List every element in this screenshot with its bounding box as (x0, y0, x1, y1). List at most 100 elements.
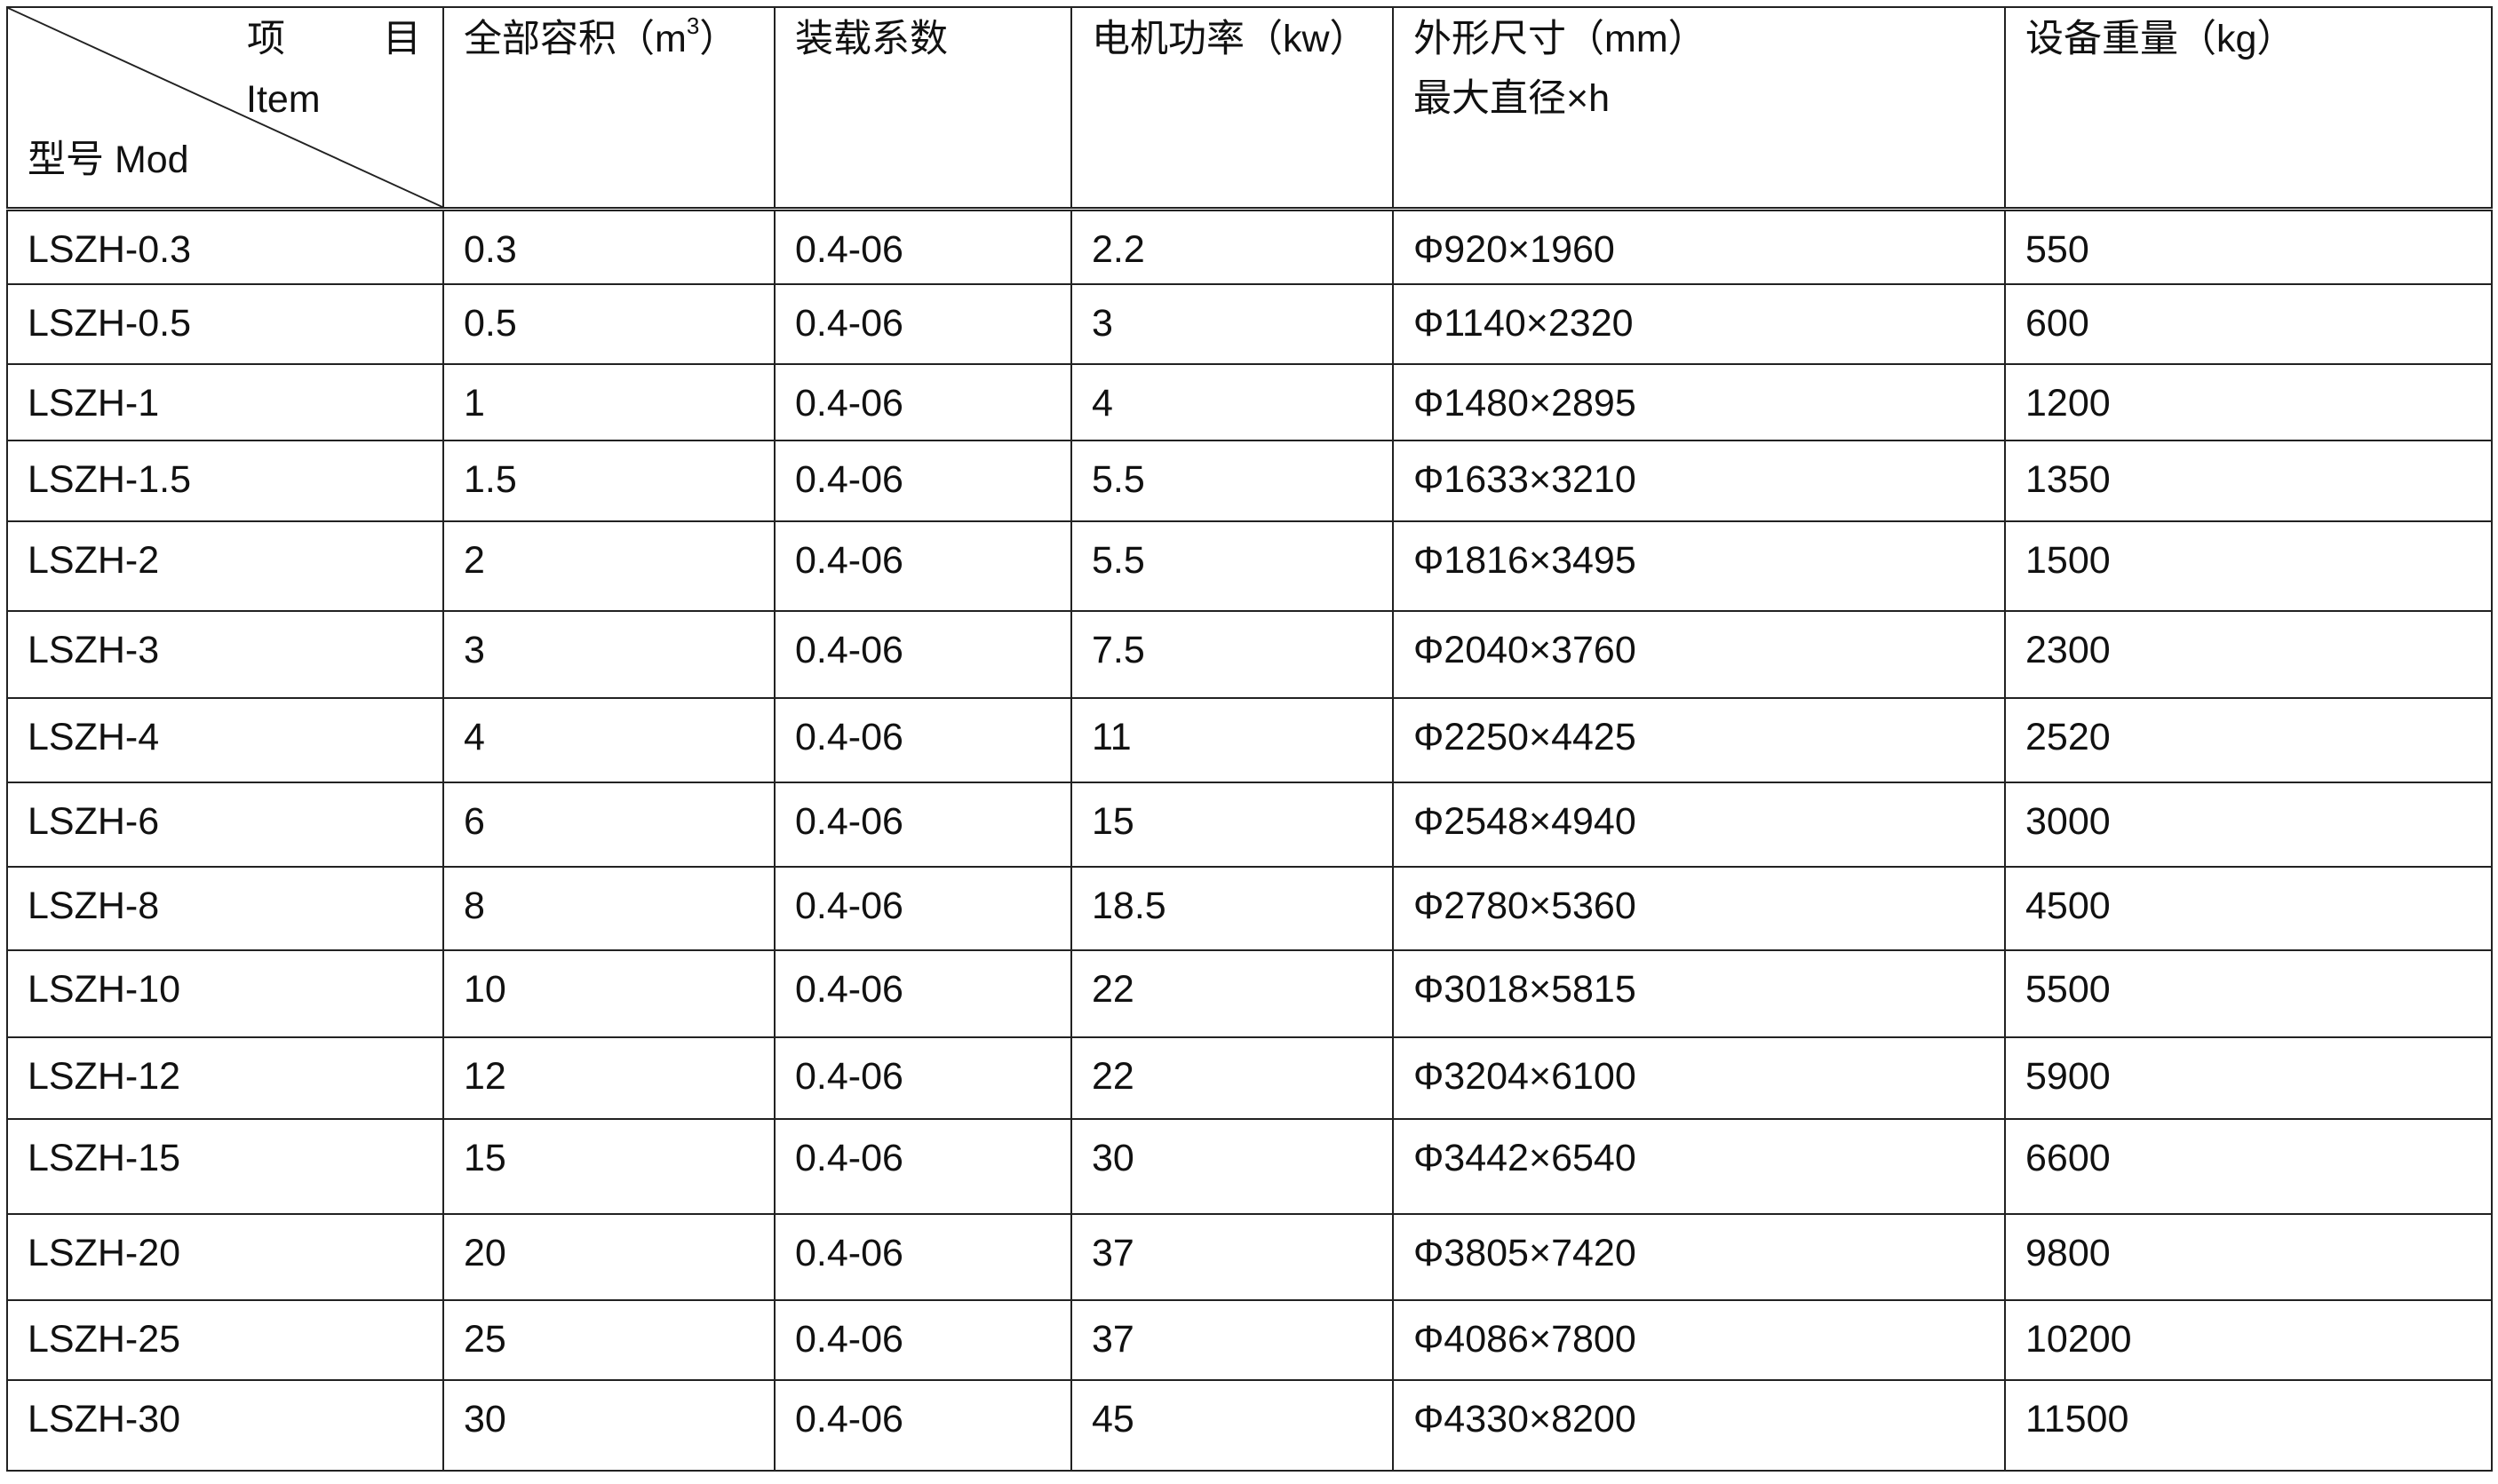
table-row: LSZH-15 15 0.4-06 30 Φ3442×6540 6600 (6, 1117, 2493, 1215)
cell-motor-power: 30 (1070, 1117, 1394, 1215)
header-row: 项目 Item 型号 Mod 全部容积（m3） 装载系数 电机功率（kw） 外形… (6, 6, 2493, 211)
cell-weight: 550 (2004, 208, 2493, 285)
cell-weight: 1350 (2004, 439, 2493, 522)
cell-volume: 10 (442, 948, 776, 1038)
cell-dimensions: Φ1480×2895 (1392, 362, 2006, 441)
cell-model: LSZH-10 (6, 948, 444, 1038)
cell-load-factor: 0.4-06 (774, 1212, 1072, 1301)
table-row: LSZH-1 1 0.4-06 4 Φ1480×2895 1200 (6, 362, 2493, 441)
table-row: LSZH-8 8 0.4-06 18.5 Φ2780×5360 4500 (6, 865, 2493, 951)
cell-load-factor: 0.4-06 (774, 362, 1072, 441)
cell-weight: 10200 (2004, 1298, 2493, 1381)
cell-dimensions: Φ2040×3760 (1392, 609, 2006, 699)
cell-motor-power: 5.5 (1070, 439, 1394, 522)
cell-load-factor: 0.4-06 (774, 609, 1072, 699)
cell-dimensions: Φ1816×3495 (1392, 520, 2006, 612)
cell-weight: 4500 (2004, 865, 2493, 951)
cell-volume: 1 (442, 362, 776, 441)
item-label-en: Item (246, 78, 321, 121)
item-label-zh: 项目 (247, 18, 421, 60)
cell-motor-power: 11 (1070, 696, 1394, 783)
table-row: LSZH-1.5 1.5 0.4-06 5.5 Φ1633×3210 1350 (6, 439, 2493, 522)
cell-volume: 6 (442, 781, 776, 868)
cell-weight: 5900 (2004, 1036, 2493, 1120)
table-row: LSZH-4 4 0.4-06 11 Φ2250×4425 2520 (6, 696, 2493, 783)
cell-model: LSZH-4 (6, 696, 444, 783)
table-row: LSZH-6 6 0.4-06 15 Φ2548×4940 3000 (6, 781, 2493, 868)
cell-weight: 5500 (2004, 948, 2493, 1038)
cell-motor-power: 22 (1070, 948, 1394, 1038)
table-row: LSZH-0.3 0.3 0.4-06 2.2 Φ920×1960 550 (6, 208, 2493, 285)
cell-motor-power: 2.2 (1070, 208, 1394, 285)
cell-weight: 9800 (2004, 1212, 2493, 1301)
column-header-motor-power: 电机功率（kw） (1070, 6, 1394, 211)
cell-load-factor: 0.4-06 (774, 439, 1072, 522)
cell-dimensions: Φ3805×7420 (1392, 1212, 2006, 1301)
corner-header-cell: 项目 Item 型号 Mod (6, 6, 444, 211)
cell-volume: 15 (442, 1117, 776, 1215)
cell-model: LSZH-3 (6, 609, 444, 699)
cell-weight: 2520 (2004, 696, 2493, 783)
table-row: LSZH-3 3 0.4-06 7.5 Φ2040×3760 2300 (6, 609, 2493, 699)
cell-volume: 0.5 (442, 282, 776, 365)
cell-load-factor: 0.4-06 (774, 208, 1072, 285)
column-header-dimensions: 外形尺寸（mm） 最大直径×h (1392, 6, 2006, 211)
cell-volume: 2 (442, 520, 776, 612)
cell-model: LSZH-30 (6, 1378, 444, 1472)
cell-load-factor: 0.4-06 (774, 1378, 1072, 1472)
cell-model: LSZH-8 (6, 865, 444, 951)
table-row: LSZH-0.5 0.5 0.4-06 3 Φ1140×2320 600 (6, 282, 2493, 365)
cell-dimensions: Φ3204×6100 (1392, 1036, 2006, 1120)
table-row: LSZH-30 30 0.4-06 45 Φ4330×8200 11500 (6, 1378, 2493, 1472)
cell-dimensions: Φ3442×6540 (1392, 1117, 2006, 1215)
cell-dimensions: Φ1633×3210 (1392, 439, 2006, 522)
cell-weight: 11500 (2004, 1378, 2493, 1472)
cell-load-factor: 0.4-06 (774, 696, 1072, 783)
cell-motor-power: 37 (1070, 1298, 1394, 1381)
cell-model: LSZH-0.3 (6, 208, 444, 285)
cell-motor-power: 3 (1070, 282, 1394, 365)
cell-load-factor: 0.4-06 (774, 1036, 1072, 1120)
column-header-volume: 全部容积（m3） (442, 6, 776, 211)
cell-weight: 1200 (2004, 362, 2493, 441)
cell-weight: 600 (2004, 282, 2493, 365)
column-header-load-factor: 装载系数 (774, 6, 1072, 211)
cell-volume: 12 (442, 1036, 776, 1120)
cell-model: LSZH-12 (6, 1036, 444, 1120)
cell-volume: 25 (442, 1298, 776, 1381)
table-row: LSZH-25 25 0.4-06 37 Φ4086×7800 10200 (6, 1298, 2493, 1381)
cell-volume: 30 (442, 1378, 776, 1472)
model-label: 型号 Mod (28, 139, 189, 181)
cell-motor-power: 37 (1070, 1212, 1394, 1301)
cell-dimensions: Φ2780×5360 (1392, 865, 2006, 951)
table-row: LSZH-12 12 0.4-06 22 Φ3204×6100 5900 (6, 1036, 2493, 1120)
cell-model: LSZH-0.5 (6, 282, 444, 365)
column-header-weight: 设备重量（kg） (2004, 6, 2493, 211)
cell-model: LSZH-15 (6, 1117, 444, 1215)
cell-load-factor: 0.4-06 (774, 948, 1072, 1038)
cell-dimensions: Φ2250×4425 (1392, 696, 2006, 783)
cell-model: LSZH-25 (6, 1298, 444, 1381)
cell-load-factor: 0.4-06 (774, 865, 1072, 951)
cell-volume: 3 (442, 609, 776, 699)
table-row: LSZH-20 20 0.4-06 37 Φ3805×7420 9800 (6, 1212, 2493, 1301)
cell-load-factor: 0.4-06 (774, 520, 1072, 612)
cell-weight: 2300 (2004, 609, 2493, 699)
cell-load-factor: 0.4-06 (774, 282, 1072, 365)
spec-table: 项目 Item 型号 Mod 全部容积（m3） 装载系数 电机功率（kw） 外形… (6, 6, 2493, 1472)
cell-dimensions: Φ1140×2320 (1392, 282, 2006, 365)
cell-load-factor: 0.4-06 (774, 1298, 1072, 1381)
cell-model: LSZH-1.5 (6, 439, 444, 522)
table-row: LSZH-2 2 0.4-06 5.5 Φ1816×3495 1500 (6, 520, 2493, 612)
cell-load-factor: 0.4-06 (774, 781, 1072, 868)
cell-motor-power: 7.5 (1070, 609, 1394, 699)
cell-volume: 8 (442, 865, 776, 951)
cell-motor-power: 45 (1070, 1378, 1394, 1472)
cell-weight: 6600 (2004, 1117, 2493, 1215)
cell-model: LSZH-1 (6, 362, 444, 441)
cell-motor-power: 15 (1070, 781, 1394, 868)
table-row: LSZH-10 10 0.4-06 22 Φ3018×5815 5500 (6, 948, 2493, 1038)
cell-volume: 1.5 (442, 439, 776, 522)
cell-model: LSZH-20 (6, 1212, 444, 1301)
cell-weight: 3000 (2004, 781, 2493, 868)
